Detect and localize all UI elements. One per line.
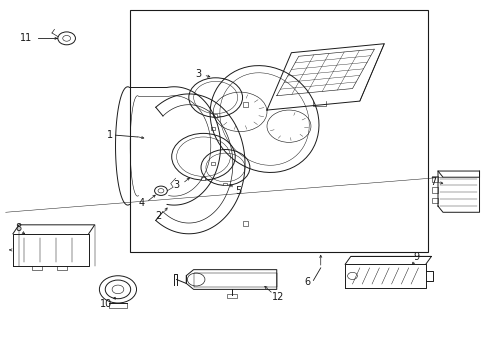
Text: 4: 4 — [139, 198, 145, 208]
Text: 2: 2 — [156, 211, 162, 221]
Text: 6: 6 — [305, 277, 311, 287]
Bar — [223, 183, 227, 185]
Bar — [432, 187, 438, 193]
Bar — [243, 221, 248, 226]
Bar — [227, 294, 237, 298]
Text: 10: 10 — [100, 299, 112, 309]
Text: 3: 3 — [173, 180, 179, 190]
Text: 7: 7 — [430, 177, 436, 187]
Bar — [432, 176, 438, 182]
Text: 1: 1 — [107, 130, 113, 140]
Bar — [130, 10, 428, 252]
Text: 3: 3 — [195, 69, 201, 79]
Bar — [211, 162, 215, 165]
Text: 11: 11 — [20, 33, 32, 43]
Text: 5: 5 — [235, 186, 242, 196]
Bar — [243, 102, 248, 107]
Text: 8: 8 — [15, 224, 22, 233]
Bar — [211, 127, 215, 130]
Bar — [432, 198, 438, 203]
Bar — [201, 177, 205, 180]
Text: 9: 9 — [414, 252, 420, 262]
Text: 12: 12 — [272, 292, 284, 302]
Bar — [213, 114, 217, 117]
